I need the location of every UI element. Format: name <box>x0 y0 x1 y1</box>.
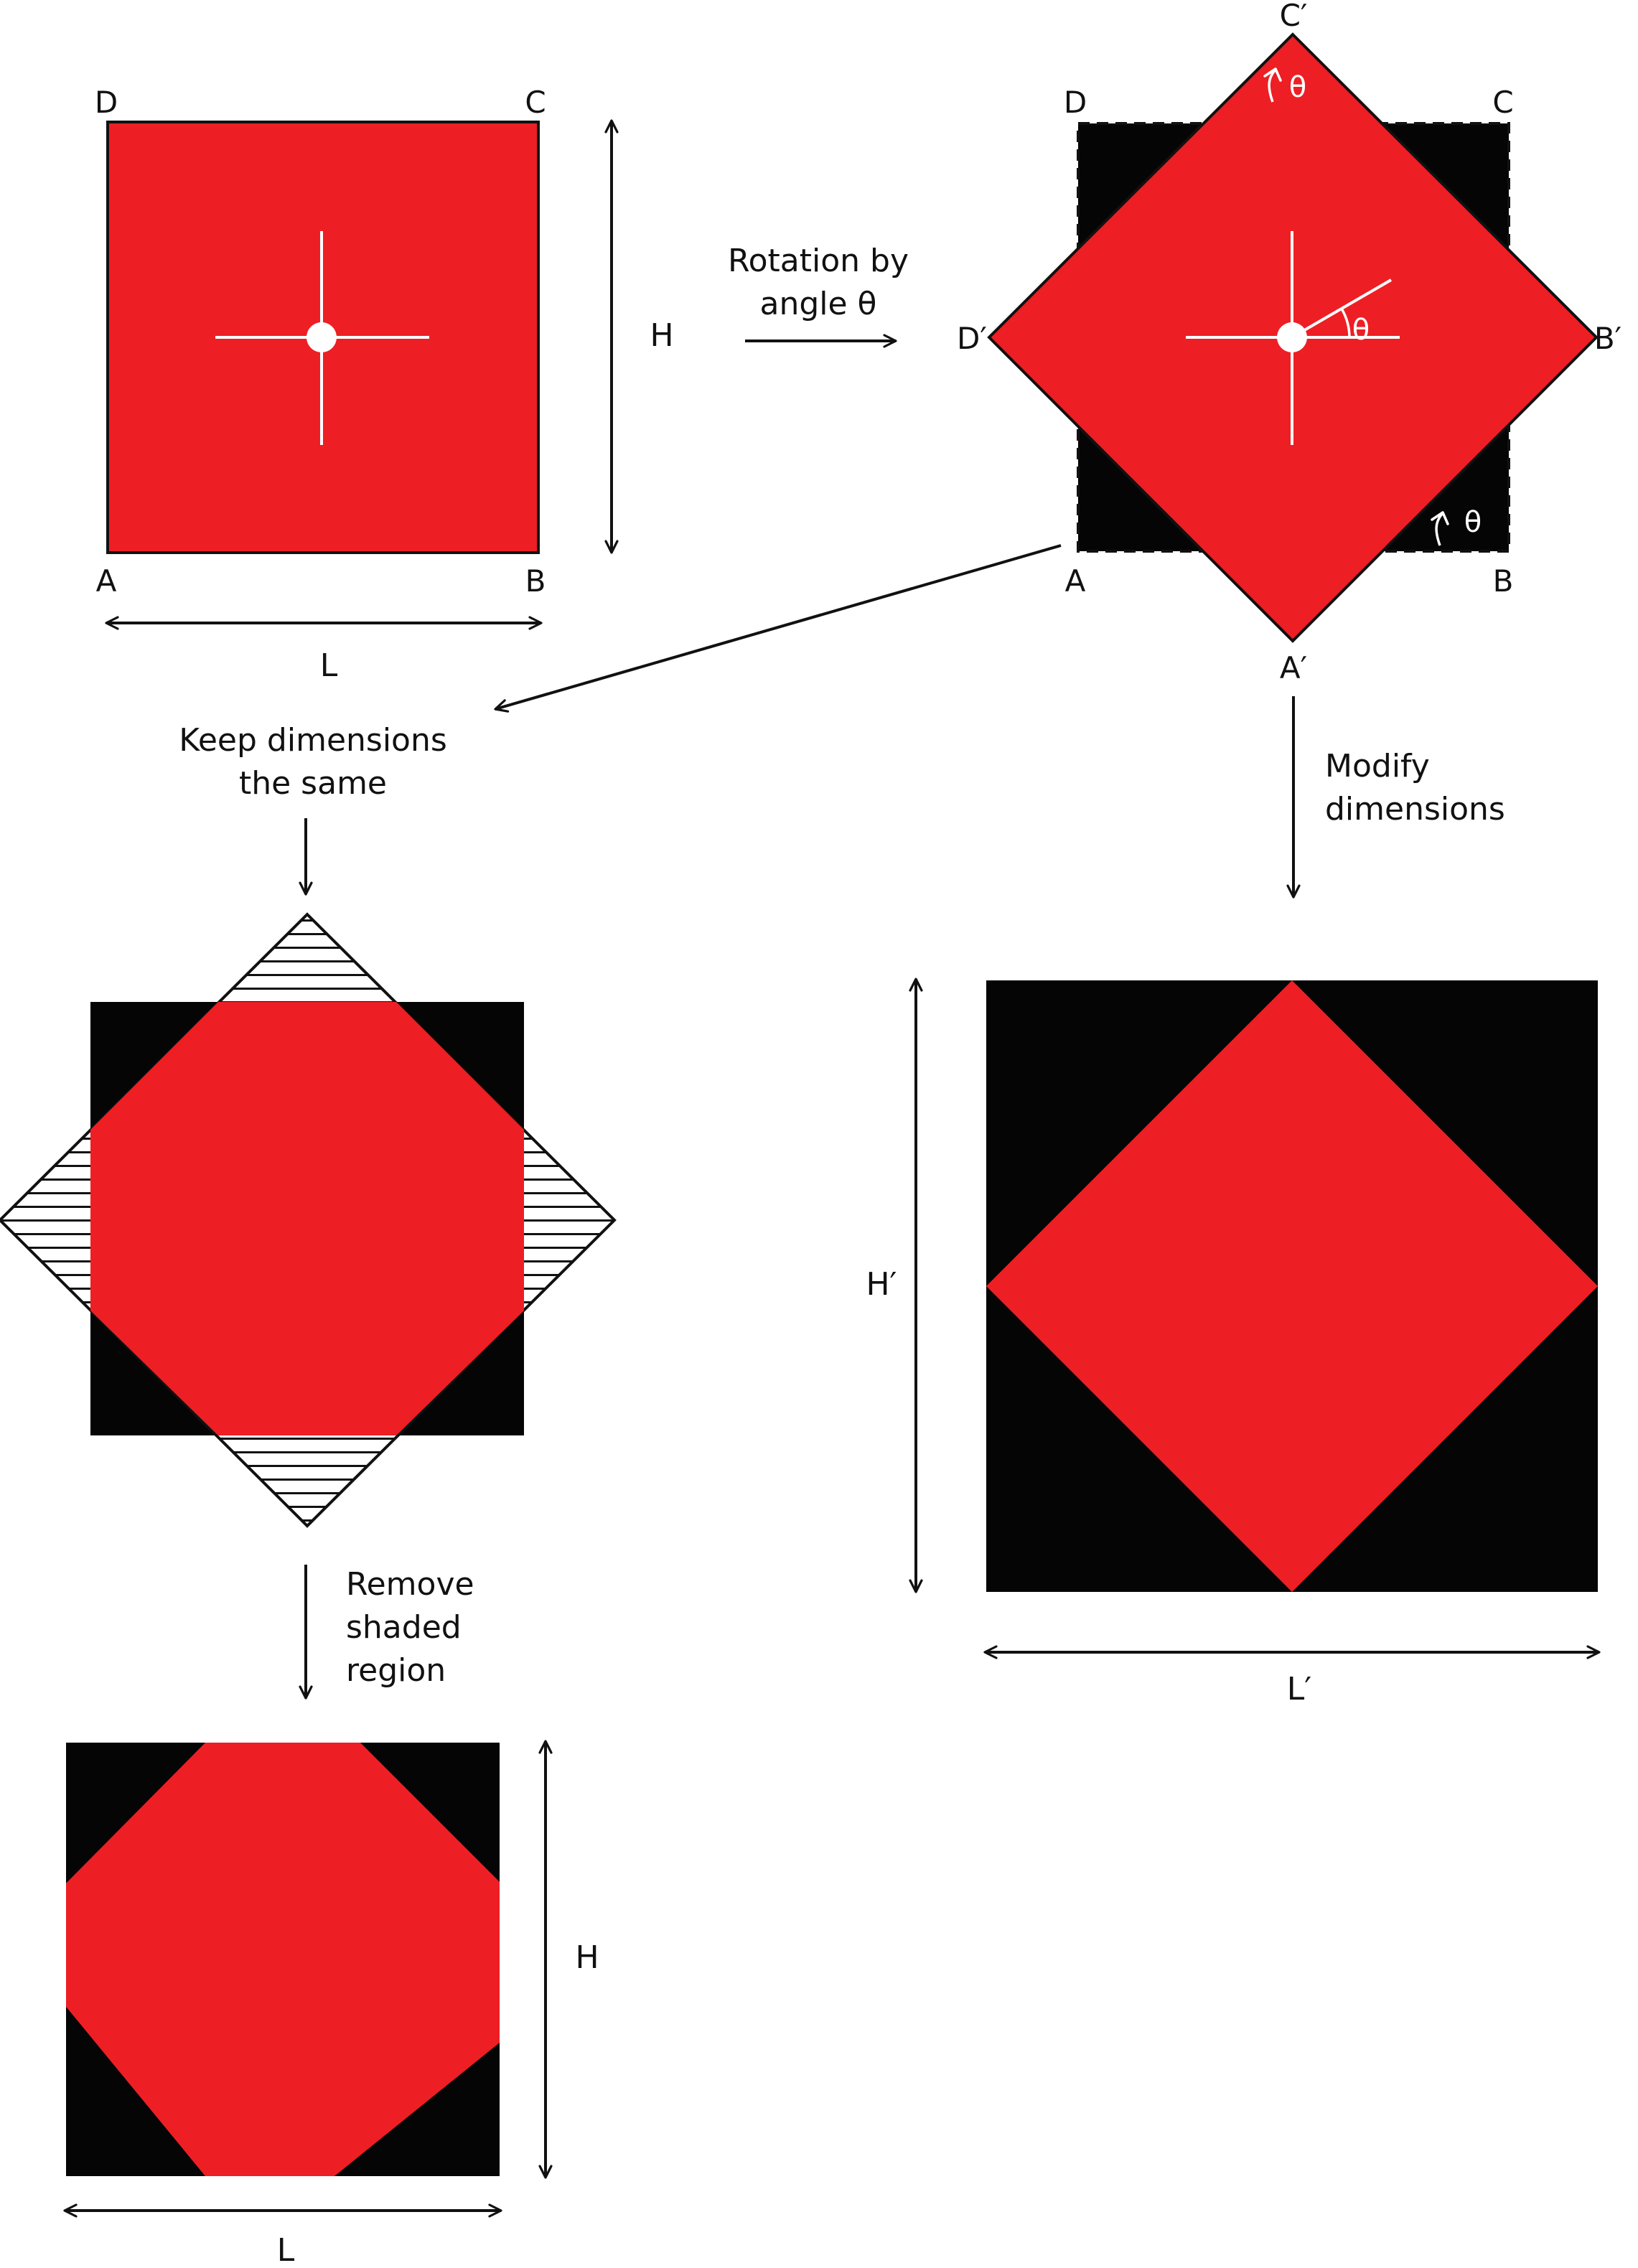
rotated-corner-a-prime: A′ <box>1280 650 1307 685</box>
rotated-bottom-angle-arrow <box>1435 512 1443 546</box>
original-corner-a: A <box>96 563 117 599</box>
remove-region-step: Remove shaded region <box>299 1565 474 1700</box>
rotated-corner-c-prime: C′ <box>1280 0 1308 33</box>
modify-caption-line2: dimensions <box>1325 791 1505 828</box>
original-panel: D C A B H L <box>95 85 674 684</box>
remove-caption-line2: shaded <box>346 1609 462 1646</box>
rotated-corner-d-prime: D′ <box>957 321 987 356</box>
rotated-bottom-angle-arrow-head <box>1431 511 1449 525</box>
original-corner-b: B <box>525 563 546 599</box>
original-height-label: H <box>650 317 673 354</box>
remove-caption-line3: region <box>346 1652 446 1689</box>
modified-height-label: H′ <box>866 1266 897 1303</box>
original-center-point <box>306 322 337 352</box>
cropped-height-label: H <box>575 1939 599 1976</box>
cropped-panel: H L <box>63 1740 599 2268</box>
rotated-top-angle-arrow-head <box>1263 67 1282 82</box>
modify-caption-line1: Modify <box>1325 748 1430 784</box>
original-corner-c: C <box>525 85 546 120</box>
cropped-octagon <box>66 1743 500 2176</box>
rotated-top-angle-arrow <box>1268 69 1276 103</box>
cropped-width-label: L <box>277 2232 295 2268</box>
rotated-top-theta: θ <box>1289 71 1306 104</box>
remove-caption-line1: Remove <box>346 1566 474 1603</box>
rotated-angle-arc <box>1340 308 1351 338</box>
rotated-center-theta: θ <box>1352 314 1370 347</box>
rotated-bottom-theta: θ <box>1464 506 1482 539</box>
keep-dimensions-diagonal-arrow <box>494 544 1062 713</box>
rotation-caption-line1: Rotation by <box>728 243 909 279</box>
rotated-panel: θ θ θ D C A B C′ A′ D′ B′ <box>957 0 1621 685</box>
keep-caption-line1: Keep dimensions <box>179 722 447 759</box>
overlap-octagon <box>90 1002 524 1435</box>
rotated-corner-d: D <box>1064 85 1087 120</box>
rotation-caption-line2: angle θ <box>760 286 877 322</box>
original-width-label: L <box>320 647 338 684</box>
modified-rotated-square <box>986 980 1598 1592</box>
modify-dimensions-step: Modify dimensions <box>1286 696 1505 899</box>
keep-dimensions-step: Keep dimensions the same <box>179 544 1062 896</box>
overlap-panel <box>0 912 617 1528</box>
rotated-corner-c: C <box>1492 85 1513 120</box>
rotation-step: Rotation by angle θ <box>728 243 909 348</box>
keep-caption-line2: the same <box>239 765 387 802</box>
rotated-center-point <box>1277 322 1307 352</box>
rotated-corner-b: B <box>1493 563 1514 599</box>
modified-width-label: L′ <box>1287 1671 1312 1707</box>
rotated-corner-a: A <box>1065 563 1086 599</box>
rotated-corner-b-prime: B′ <box>1594 321 1621 356</box>
modified-panel: H′ L′ <box>866 978 1601 1707</box>
original-corner-d: D <box>95 85 118 120</box>
